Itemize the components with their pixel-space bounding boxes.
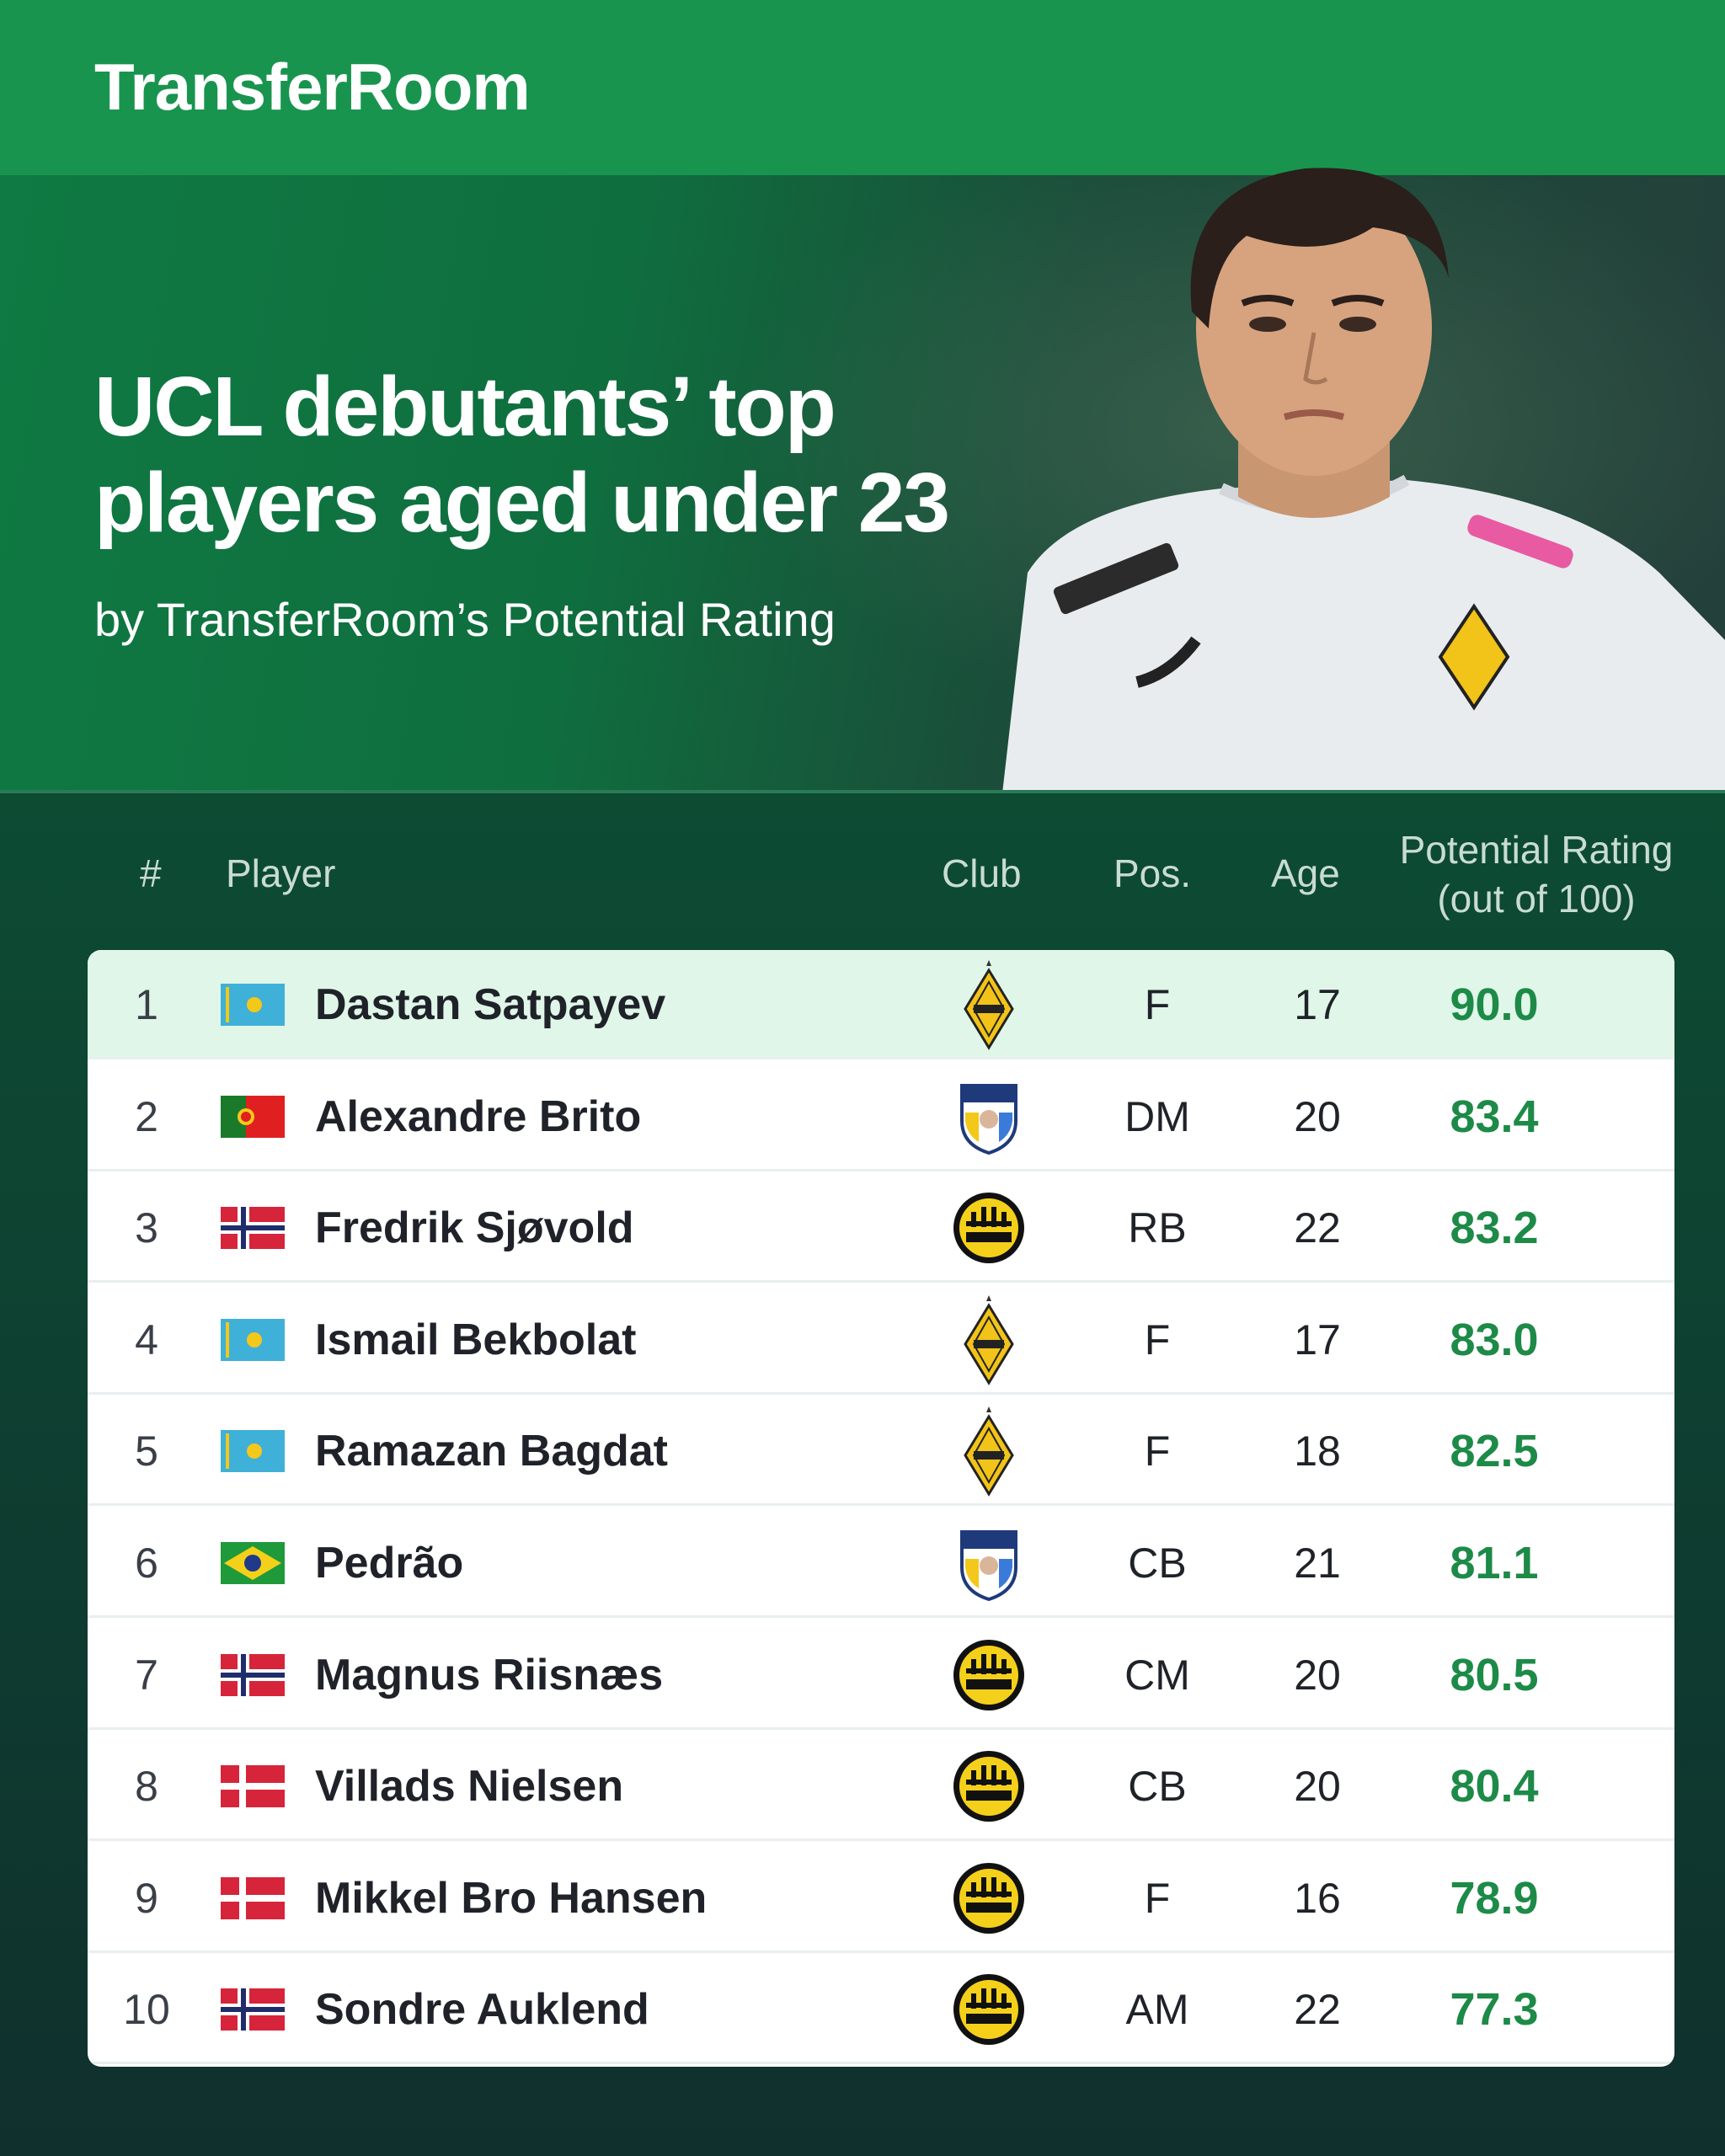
rank-cell: 3	[135, 1204, 158, 1252]
player-name: Dastan Satpayev	[315, 980, 666, 1029]
hero-divider	[0, 790, 1725, 793]
title-line-1: UCL debutants’ top	[94, 360, 836, 454]
norway-flag-icon	[221, 1620, 285, 1730]
position-cell: AM	[1125, 1986, 1189, 2034]
position-cell: CB	[1128, 1540, 1187, 1587]
portugal-flag-icon	[221, 1062, 285, 1171]
position-cell: F	[1144, 1428, 1171, 1476]
rank-cell: 5	[135, 1428, 158, 1476]
player-photo	[1002, 168, 1725, 793]
page-subtitle: by TransferRoom’s Potential Rating	[94, 593, 836, 646]
age-cell: 17	[1294, 1315, 1341, 1364]
rank-cell: 9	[135, 1874, 158, 1922]
kairat-crest-icon	[930, 1396, 1048, 1506]
table-row: 8 Villads Nielsen CB 20 80.4	[88, 1732, 1674, 1842]
player-name: Ramazan Bagdat	[315, 1427, 668, 1476]
brazil-flag-icon	[221, 1508, 285, 1618]
table-row: 9 Mikkel Bro Hansen F 16 78.9	[88, 1844, 1674, 1953]
column-header-rank: #	[140, 851, 162, 895]
position-cell: F	[1144, 1315, 1171, 1364]
ranking-table: 1 Dastan Satpayev F 17 90.0 2 Alexandre …	[88, 950, 1674, 2067]
column-header-pos: Pos.	[1114, 851, 1192, 895]
potential-rating-cell: 80.4	[1450, 1761, 1539, 1812]
rank-cell: 7	[135, 1651, 158, 1699]
position-cell: RB	[1128, 1204, 1187, 1252]
potential-rating-cell: 81.1	[1450, 1538, 1539, 1588]
denmark-flag-icon	[221, 1732, 285, 1841]
age-cell: 20	[1294, 1651, 1341, 1699]
table-row: 3 Fredrik Sjøvold RB 22 83.2	[88, 1173, 1674, 1283]
page-title: UCL debutants’ top players aged under 23	[94, 359, 1021, 551]
player-name: Villads Nielsen	[315, 1762, 624, 1812]
norway-flag-icon	[221, 1173, 285, 1283]
brand-logo-text: TransferRoom	[94, 50, 531, 124]
table-row: 7 Magnus Riisnæs CM 20 80.5	[88, 1620, 1674, 1730]
table-row: 10 Sondre Auklend AM 22 77.3	[88, 1955, 1674, 2065]
potential-rating-cell: 90.0	[1450, 979, 1539, 1030]
age-cell: 20	[1294, 1763, 1341, 1811]
pafos-crest-icon	[930, 1508, 1048, 1618]
bodo-glimt-crest-icon	[930, 1844, 1048, 1953]
table-row: 6 Pedrão CB 21 81.1	[88, 1508, 1674, 1618]
player-name: Mikkel Bro Hansen	[315, 1873, 708, 1923]
column-header-player: Player	[226, 851, 336, 895]
rank-cell: 4	[135, 1315, 158, 1364]
kazakhstan-flag-icon	[221, 950, 285, 1059]
bodo-glimt-crest-icon	[930, 1732, 1048, 1841]
age-cell: 16	[1294, 1874, 1341, 1922]
age-cell: 21	[1294, 1540, 1341, 1587]
rank-cell: 10	[123, 1986, 170, 2034]
rank-cell: 2	[135, 1092, 158, 1140]
kairat-crest-icon	[930, 1285, 1048, 1395]
norway-flag-icon	[221, 1955, 285, 2064]
potential-rating-cell: 82.5	[1450, 1426, 1539, 1477]
rank-cell: 8	[135, 1763, 158, 1811]
column-header-rating: Potential Rating (out of 100)	[1385, 825, 1688, 923]
age-cell: 22	[1294, 1204, 1341, 1252]
potential-rating-cell: 83.0	[1450, 1314, 1539, 1365]
position-cell: CM	[1124, 1651, 1190, 1699]
potential-rating-cell: 83.2	[1450, 1203, 1539, 1254]
player-name: Ismail Bekbolat	[315, 1315, 637, 1364]
table-row: 1 Dastan Satpayev F 17 90.0	[88, 950, 1674, 1059]
column-header-rating-line2: (out of 100)	[1437, 877, 1636, 921]
player-name: Fredrik Sjøvold	[315, 1203, 634, 1253]
denmark-flag-icon	[221, 1844, 285, 1953]
age-cell: 18	[1294, 1428, 1341, 1476]
title-line-2: players aged under 23	[94, 456, 950, 550]
position-cell: DM	[1124, 1092, 1190, 1140]
player-name: Pedrão	[315, 1539, 464, 1588]
bodo-glimt-crest-icon	[930, 1955, 1048, 2064]
player-name: Alexandre Brito	[315, 1091, 642, 1141]
position-cell: F	[1144, 981, 1171, 1028]
potential-rating-cell: 80.5	[1450, 1649, 1539, 1700]
table-row: 5 Ramazan Bagdat F 18 82.5	[88, 1396, 1674, 1507]
pafos-crest-icon	[930, 1062, 1048, 1171]
age-cell: 22	[1294, 1986, 1341, 2034]
table-header: # Player Club Pos. Age Potential Rating …	[88, 825, 1674, 935]
potential-rating-cell: 78.9	[1450, 1872, 1539, 1924]
potential-rating-cell: 77.3	[1450, 1984, 1539, 2036]
column-header-rating-line1: Potential Rating	[1399, 828, 1674, 872]
kairat-crest-icon	[930, 950, 1048, 1059]
age-cell: 17	[1294, 981, 1341, 1028]
kazakhstan-flag-icon	[221, 1396, 285, 1506]
potential-rating-cell: 83.4	[1450, 1091, 1539, 1142]
kazakhstan-flag-icon	[221, 1285, 285, 1395]
table-row: 2 Alexandre Brito DM 20 83.4	[88, 1062, 1674, 1171]
brand-bar: TransferRoom	[0, 0, 1725, 175]
rank-cell: 6	[135, 1540, 158, 1587]
rank-cell: 1	[135, 981, 158, 1028]
position-cell: CB	[1128, 1763, 1187, 1811]
column-header-club: Club	[942, 851, 1022, 895]
player-name: Magnus Riisnæs	[315, 1650, 664, 1700]
age-cell: 20	[1294, 1092, 1341, 1140]
bodo-glimt-crest-icon	[930, 1620, 1048, 1730]
player-name: Sondre Auklend	[315, 1985, 649, 2035]
bodo-glimt-crest-icon	[930, 1173, 1048, 1283]
table-row: 4 Ismail Bekbolat F 17 83.0	[88, 1285, 1674, 1395]
column-header-age: Age	[1271, 851, 1340, 895]
position-cell: F	[1144, 1874, 1171, 1922]
